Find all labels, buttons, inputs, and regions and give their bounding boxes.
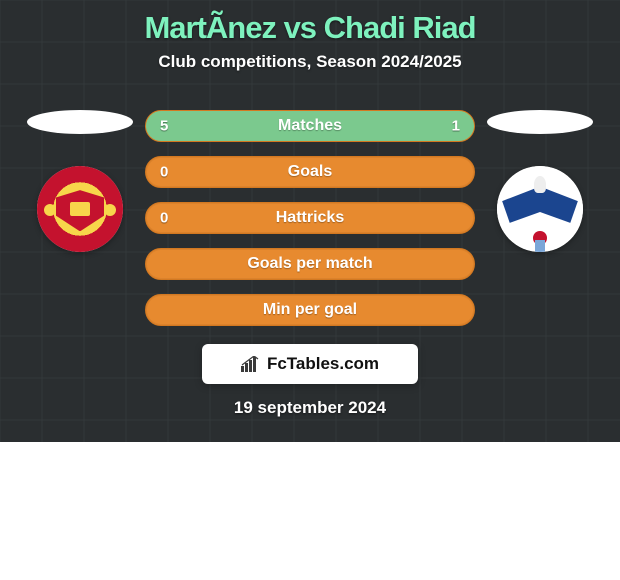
stat-bar-label: Goals [288,163,332,181]
manchester-united-crest [37,166,123,252]
stat-bar-left-value: 0 [160,164,168,181]
stat-bar-label: Hattricks [276,209,344,227]
stat-bar-left-value: 0 [160,210,168,227]
stat-bar: Hattricks 0 [145,202,475,234]
subtitle: Club competitions, Season 2024/2025 [158,52,461,72]
stat-bar-label: Goals per match [247,255,372,273]
right-column [480,110,600,252]
right-club-badge [497,166,583,252]
page-title: MartÃ­nez vs Chadi Riad [144,10,475,46]
left-column [20,110,140,252]
stat-bar-right-value: 1 [452,118,460,135]
source-attribution-pill[interactable]: FcTables.com [202,344,418,384]
crystal-palace-crest [497,166,583,252]
snapshot-date: 19 september 2024 [234,398,386,418]
stat-bars: Matches 5 1 Goals 0 Hattricks 0 Goals per match… [140,110,480,326]
source-attribution-text: FcTables.com [267,354,379,374]
left-player-frame-ellipse [27,110,133,134]
stat-bar: Min per goal [145,294,475,326]
stat-bar: Goals 0 [145,156,475,188]
comparison-box: Matches 5 1 Goals 0 Hattricks 0 Goals per match… [0,110,620,326]
left-club-badge [37,166,123,252]
stat-bar: Goals per match [145,248,475,280]
stat-bar-left-value: 5 [160,118,168,135]
stat-bar-label: Matches [278,117,342,135]
stat-bar: Matches 5 1 [145,110,475,142]
right-player-frame-ellipse [487,110,593,134]
fctables-logo-icon [241,356,261,372]
stat-bar-label: Min per goal [263,301,357,319]
